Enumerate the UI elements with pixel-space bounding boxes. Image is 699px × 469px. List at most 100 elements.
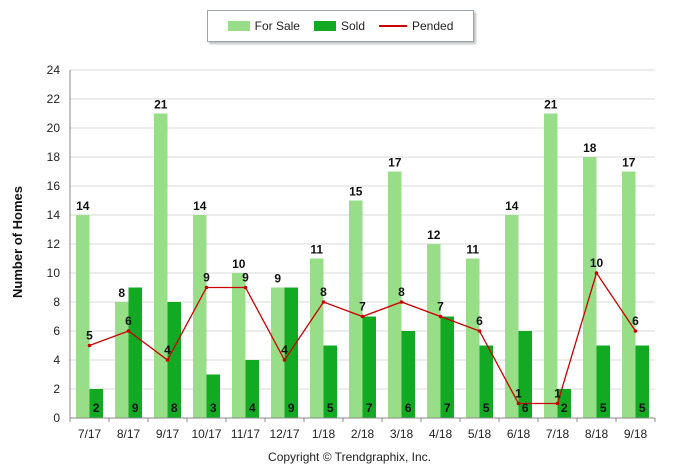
- for-sale-value-label: 17: [388, 156, 402, 170]
- pended-value-label: 7: [359, 300, 366, 314]
- for-sale-value-label: 15: [349, 185, 363, 199]
- y-tick-label: 18: [47, 150, 61, 164]
- for-sale-bar: [583, 157, 597, 418]
- pended-value-label: 6: [632, 314, 639, 328]
- pended-point: [243, 285, 248, 290]
- for-sale-value-label: 9: [274, 272, 281, 286]
- for-sale-bar: [388, 171, 402, 418]
- x-tick-label: 3/18: [390, 427, 414, 441]
- pended-value-label: 1: [554, 387, 561, 401]
- for-sale-bar: [427, 244, 441, 418]
- sold-bar: [128, 287, 142, 418]
- x-tick-label: 6/18: [507, 427, 531, 441]
- x-axis-ticks: 7/17 8/17 9/17 10/17 11/17 12/17 1/18 2/18 3/18 4…: [69, 418, 656, 441]
- sold-value-label: 5: [600, 401, 607, 415]
- legend-item-for-sale: For Sale: [227, 19, 300, 33]
- for-sale-bar: [154, 113, 168, 418]
- for-sale-bar: [505, 215, 519, 418]
- sold-bar: [401, 331, 415, 418]
- x-tick-label: 7/18: [546, 427, 570, 441]
- legend-label-pended: Pended: [412, 19, 454, 33]
- y-tick-label: 2: [53, 382, 60, 396]
- x-tick-label: 7/17: [78, 427, 102, 441]
- for-sale-value-label: 17: [622, 156, 636, 170]
- pended-value-label: 4: [281, 343, 288, 357]
- for-sale-bar: [349, 200, 363, 418]
- sold-value-label: 8: [171, 401, 178, 415]
- pended-point: [360, 314, 365, 319]
- legend-label-sold: Sold: [340, 19, 365, 33]
- for-sale-value-label: 18: [583, 141, 597, 155]
- for-sale-bar: [76, 215, 90, 418]
- x-tick-label: 8/17: [117, 427, 141, 441]
- sold-bar: [635, 345, 649, 418]
- x-tick-label: 4/18: [429, 427, 453, 441]
- sold-bar: [206, 374, 220, 418]
- y-tick-label: 8: [53, 295, 60, 309]
- for-sale-bar: [271, 287, 285, 418]
- for-sale-bar: [310, 258, 324, 418]
- legend-item-sold: Sold: [313, 19, 365, 33]
- legend-label-for-sale: For Sale: [254, 19, 300, 33]
- sold-value-label: 4: [249, 401, 256, 415]
- sold-bar: [284, 287, 298, 418]
- y-tick-label: 12: [47, 237, 61, 251]
- x-tick-label: 9/18: [624, 427, 648, 441]
- pended-value-label: 8: [320, 285, 327, 299]
- pended-value-label: 9: [203, 271, 210, 285]
- pended-point: [438, 314, 443, 319]
- pended-point: [126, 329, 131, 333]
- pended-point: [516, 401, 521, 406]
- for-sale-value-label: 21: [154, 98, 168, 112]
- legend-item-pended: Pended: [379, 19, 453, 33]
- pended-point: [399, 300, 404, 304]
- for-sale-swatch-icon: [227, 21, 250, 31]
- sold-value-label: 9: [288, 401, 295, 415]
- for-sale-bar: [544, 113, 558, 418]
- sold-value-label: 6: [522, 401, 529, 415]
- for-sale-bar: [115, 302, 129, 418]
- for-sale-value-label: 21: [544, 98, 558, 112]
- pended-line-swatch-icon: [379, 25, 407, 27]
- sold-bar: [440, 316, 454, 418]
- x-tick-label: 2/18: [351, 427, 375, 441]
- x-tick-label: 9/17: [156, 427, 180, 441]
- sold-bar: [479, 345, 493, 418]
- sold-bar: [596, 345, 610, 418]
- pended-value-label: 5: [86, 329, 93, 343]
- pended-value-label: 4: [164, 343, 171, 357]
- for-sale-bar: [622, 171, 636, 418]
- sold-value-label: 9: [132, 401, 139, 415]
- y-tick-label: 20: [47, 121, 61, 135]
- pended-value-label: 6: [476, 314, 483, 328]
- for-sale-bar: [193, 215, 207, 418]
- sold-value-label: 2: [93, 401, 100, 415]
- sold-bar: [557, 389, 571, 418]
- sold-bar: [89, 389, 103, 418]
- for-sale-value-label: 11: [310, 243, 323, 257]
- pended-point: [633, 329, 638, 333]
- sold-value-label: 6: [405, 401, 412, 415]
- pended-point: [477, 329, 482, 333]
- for-sale-value-label: 10: [232, 257, 246, 271]
- for-sale-value-label: 12: [427, 228, 441, 242]
- for-sale-bar: [466, 258, 480, 418]
- copyright-text: Copyright © Trendgraphix, Inc.: [268, 450, 431, 464]
- x-tick-label: 10/17: [191, 427, 221, 441]
- for-sale-value-label: 11: [466, 243, 479, 257]
- sold-value-label: 5: [327, 401, 334, 415]
- pended-value-label: 6: [125, 314, 132, 328]
- y-tick-label: 14: [47, 208, 61, 222]
- pended-point: [282, 358, 287, 362]
- x-tick-label: 5/18: [468, 427, 492, 441]
- x-tick-label: 1/18: [312, 427, 336, 441]
- pended-value-label: 1: [515, 387, 522, 401]
- y-tick-label: 6: [53, 324, 60, 338]
- pended-point: [87, 343, 92, 348]
- sold-bar: [323, 345, 337, 418]
- sold-bar: [167, 302, 181, 418]
- for-sale-value-label: 14: [505, 199, 519, 213]
- y-tick-label: 22: [47, 92, 61, 106]
- chart-legend: For Sale Sold Pended: [207, 10, 474, 42]
